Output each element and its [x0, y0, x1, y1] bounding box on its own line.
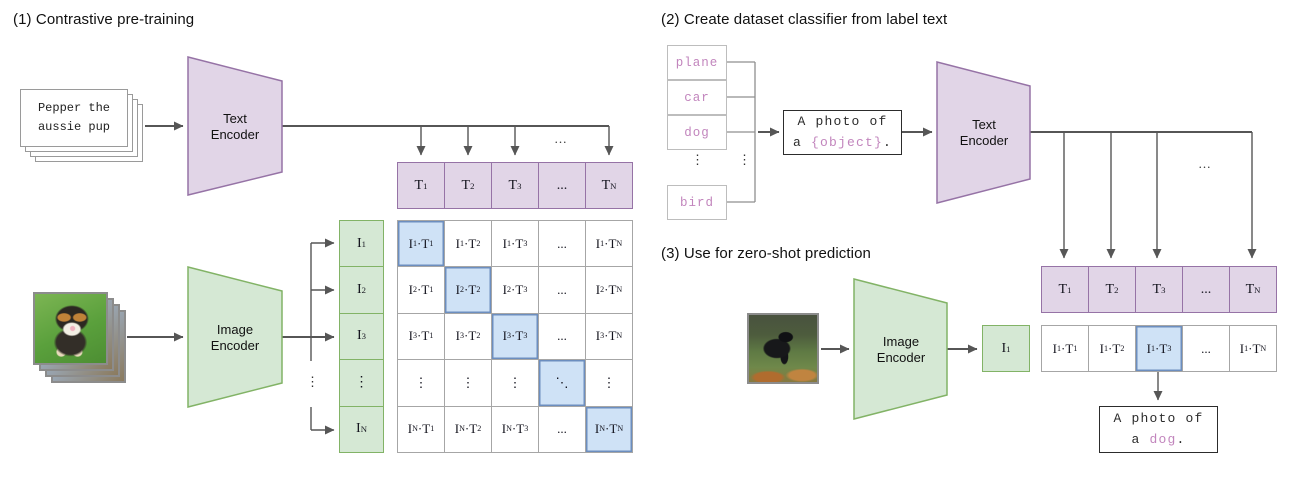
- image-encoder-shape-1: [187, 266, 283, 408]
- score-cell: ...: [1183, 326, 1229, 371]
- matrix-cell: ⋮: [398, 360, 444, 406]
- i-column-1: I 1 I 2 I 3 ⋮ I N: [339, 220, 384, 453]
- image-bus-dots: ⋮: [306, 374, 319, 389]
- matrix-cell: ...: [539, 313, 585, 360]
- text-card: Pepper the aussie pup: [20, 89, 128, 147]
- matrix-cell: I 2 ·T N: [586, 267, 632, 313]
- t-branch-ellipsis-1: ...: [554, 131, 568, 146]
- image-encoder-shape-3: [853, 278, 948, 420]
- branch-lines: [310, 126, 1257, 435]
- text-encoder-shape-1: [187, 56, 283, 196]
- matrix-cell: I 1 ·T N: [586, 221, 632, 267]
- section1-title: (1) Contrastive pre-training: [13, 11, 195, 28]
- prediction-output-box: A photo of a dog.: [1099, 406, 1218, 453]
- class-label-bird: bird: [667, 185, 727, 220]
- t-branch-ellipsis-2: ...: [1198, 156, 1212, 171]
- class-bus-dots: ⋮: [738, 152, 751, 167]
- output-object-token: dog: [1149, 431, 1177, 447]
- zero-shot-score-row: I 1 ·T 1 I 1 ·T 2 I 1 ·T 3... I 1 ·T N: [1041, 325, 1277, 372]
- label-bus-lines: [727, 61, 756, 203]
- t-header-row-1: T 1 T 2 T 3... T N: [397, 162, 633, 209]
- matrix-cell: I N ·T 1: [398, 406, 444, 452]
- class-label-car: car: [667, 80, 727, 115]
- score-cell: I 1 ·T N: [1230, 326, 1276, 371]
- matrix-cell: I 2 ·T 1: [398, 267, 444, 313]
- class-label-plane: plane: [667, 45, 727, 80]
- class-label-dog: dog: [667, 115, 727, 150]
- score-cell: I 1 ·T 1: [1042, 326, 1088, 371]
- matrix-cell: ...: [539, 267, 585, 313]
- matrix-cell: ⋮: [492, 360, 538, 406]
- prompt-line2-post: .: [883, 134, 893, 150]
- text-encoder-shape-2: [936, 61, 1031, 204]
- matrix-cell: ⋱: [539, 360, 585, 406]
- matrix-cell: I 3 ·T 3: [492, 313, 538, 360]
- matrix-cell: I N ·T N: [586, 406, 632, 452]
- output-line2: a dog.: [1131, 430, 1185, 451]
- matrix-cell: I 2 ·T 3: [492, 267, 538, 313]
- output-line1: A photo of: [1113, 410, 1204, 426]
- output-line2-post: .: [1176, 431, 1186, 447]
- prompt-line2: a {object}.: [793, 133, 892, 154]
- query-dog-image: [747, 313, 819, 384]
- matrix-cell: ⋮: [445, 360, 491, 406]
- matrix-cell: I 1 ·T 2: [445, 221, 491, 267]
- score-cell: I 1 ·T 2: [1089, 326, 1135, 371]
- prompt-object-token: {object}: [810, 134, 883, 150]
- section2-title: (2) Create dataset classifier from label…: [661, 11, 948, 28]
- i-cell: ⋮: [340, 360, 383, 406]
- matrix-cell: I 3 ·T 1: [398, 313, 444, 360]
- matrix-cell: I 3 ·T N: [586, 313, 632, 360]
- image-encoder-label-3: Image Encoder: [876, 334, 926, 366]
- matrix-cell: ...: [539, 406, 585, 452]
- image-encoder-label-1: Image Encoder: [210, 322, 260, 354]
- prompt-template-box: A photo of a {object}.: [783, 110, 902, 155]
- matrix-cell: I N ·T 3: [492, 406, 538, 452]
- t-header-row-3: T 1 T 2 T 3... T N: [1041, 266, 1277, 313]
- text-encoder-label-1: Text Encoder: [210, 111, 260, 143]
- score-cell: I 1 ·T 3: [1136, 326, 1182, 371]
- text-encoder-label-2: Text Encoder: [959, 117, 1009, 149]
- similarity-matrix: I 1 ·T 1 I 1 ·T 2 I 1 ·T 3... I 1 ·T N I 2 ·T 1 I 2 ·T 2 I 2 ·T 3..…: [397, 220, 633, 453]
- matrix-cell: I 2 ·T 2: [445, 267, 491, 313]
- prompt-line1: A photo of: [797, 113, 888, 129]
- matrix-cell: I 1 ·T 1: [398, 221, 444, 267]
- t-cell: ...: [1183, 267, 1229, 312]
- matrix-cell: I N ·T 2: [445, 406, 491, 452]
- matrix-cell: ⋮: [586, 360, 632, 406]
- main-arrows: [127, 121, 1252, 354]
- puppy-image: [33, 292, 108, 365]
- text-card-content: Pepper the aussie pup: [37, 101, 110, 134]
- section3-title: (3) Use for zero-shot prediction: [661, 245, 871, 262]
- t-cell: ...: [539, 163, 585, 208]
- output-line2-pre: a: [1131, 431, 1150, 447]
- matrix-cell: I 1 ·T 3: [492, 221, 538, 267]
- prompt-line2-pre: a: [792, 134, 811, 150]
- matrix-cell: ...: [539, 221, 585, 267]
- matrix-cell: I 3 ·T 2: [445, 313, 491, 360]
- class-label-dots: ⋮: [691, 152, 704, 167]
